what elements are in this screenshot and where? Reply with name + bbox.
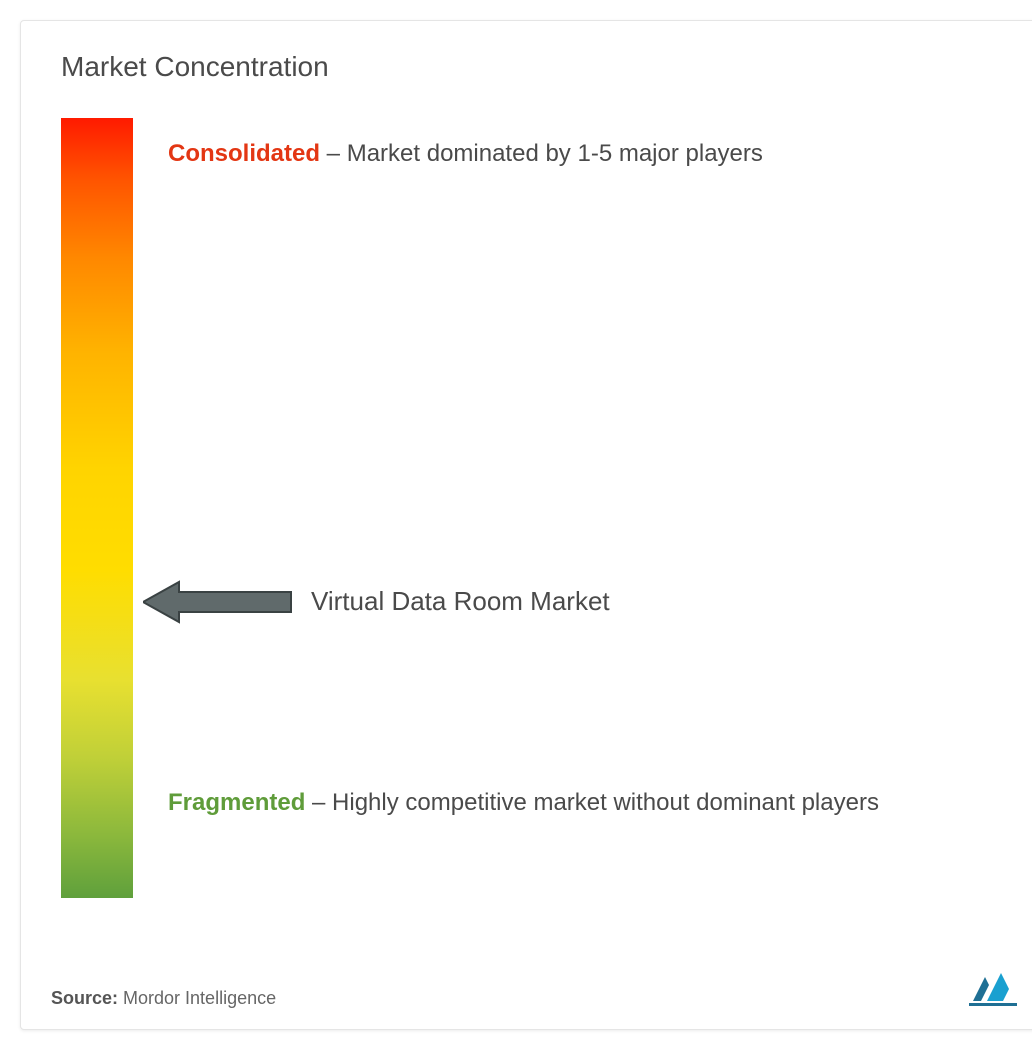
consolidated-label: Consolidated – Market dominated by 1-5 m… — [168, 136, 991, 172]
fragmented-keyword: Fragmented — [168, 789, 305, 816]
fragmented-description: – Highly competitive market without domi… — [305, 789, 879, 816]
consolidated-keyword: Consolidated — [168, 140, 320, 167]
labels-section: Consolidated – Market dominated by 1-5 m… — [133, 118, 1011, 898]
footer: Source: Mordor Intelligence — [51, 969, 1021, 1009]
source-value: Mordor Intelligence — [118, 988, 276, 1008]
market-marker-row: Virtual Data Room Market — [143, 580, 610, 624]
fragmented-label: Fragmented – Highly competitive market w… — [168, 781, 991, 824]
source-citation: Source: Mordor Intelligence — [51, 988, 276, 1009]
infographic-container: Market Concentration Consolidated – Mark… — [20, 20, 1032, 1030]
page-title: Market Concentration — [61, 51, 1011, 83]
mordor-logo-icon — [965, 969, 1021, 1009]
consolidated-description: – Market dominated by 1-5 major players — [320, 140, 763, 167]
concentration-gradient-bar — [61, 118, 133, 898]
market-name-label: Virtual Data Room Market — [311, 586, 610, 617]
left-arrow-icon — [143, 580, 293, 624]
content-area: Consolidated – Market dominated by 1-5 m… — [61, 118, 1011, 898]
source-label: Source: — [51, 988, 118, 1008]
